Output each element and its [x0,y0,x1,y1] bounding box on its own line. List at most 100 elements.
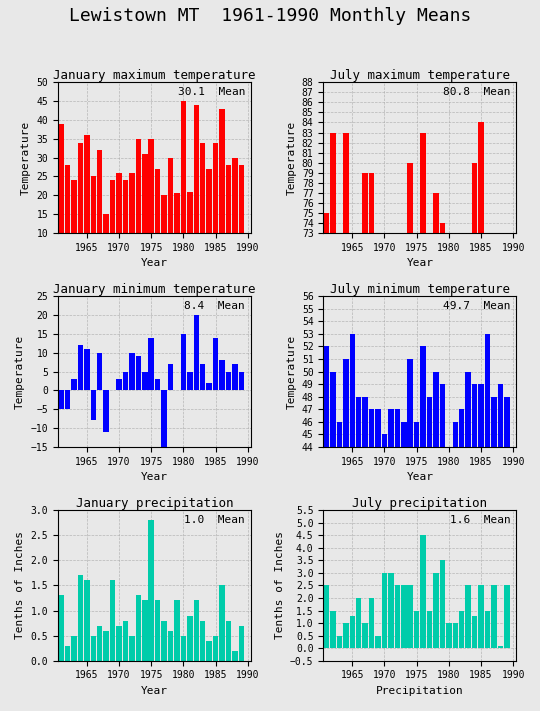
Bar [104,631,109,661]
Bar [459,611,464,648]
Bar [110,580,116,661]
Title: January maximum temperature: January maximum temperature [53,70,256,82]
Bar [116,173,122,271]
Bar [433,573,438,648]
Bar [219,109,225,271]
Bar [219,585,225,661]
Bar [356,397,361,711]
Bar [161,390,167,447]
Bar [97,353,103,390]
Bar [395,333,400,711]
Bar [420,535,426,648]
Bar [232,364,238,390]
Bar [420,132,426,711]
Bar [408,585,413,648]
Bar [440,223,445,711]
Bar [142,154,147,271]
Bar [136,595,141,661]
Text: 8.4  Mean: 8.4 Mean [185,301,245,311]
Bar [440,384,445,711]
Text: 80.8  Mean: 80.8 Mean [443,87,511,97]
Bar [382,363,387,711]
Bar [161,621,167,661]
Bar [213,636,218,661]
Bar [465,372,471,711]
Bar [337,636,342,648]
Bar [104,214,109,271]
Bar [168,158,173,271]
Bar [174,193,180,271]
X-axis label: Year: Year [141,686,168,696]
Title: July minimum temperature: July minimum temperature [330,283,510,296]
Bar [136,356,141,390]
Bar [206,169,212,271]
Bar [485,334,490,711]
Bar [349,324,355,711]
Bar [369,409,374,711]
X-axis label: Year: Year [407,472,434,482]
Bar [84,580,90,661]
Bar [414,363,420,711]
Bar [219,360,225,390]
Bar [168,631,173,661]
Bar [206,383,212,390]
Text: 1.0  Mean: 1.0 Mean [185,515,245,525]
Bar [155,601,160,661]
Bar [446,623,451,648]
Bar [408,163,413,711]
Bar [148,338,154,390]
Text: 1.6  Mean: 1.6 Mean [450,515,511,525]
Bar [343,359,349,711]
Bar [200,143,205,271]
Bar [446,447,451,711]
Bar [453,422,458,711]
Bar [375,409,381,711]
Bar [116,379,122,390]
Bar [65,646,70,661]
Bar [58,124,64,271]
Bar [427,611,432,648]
Bar [337,333,342,711]
Bar [485,303,490,711]
Bar [478,585,484,648]
X-axis label: Year: Year [407,258,434,268]
Bar [148,139,154,271]
Bar [142,372,147,390]
Bar [239,626,244,661]
Bar [485,611,490,648]
Bar [226,621,231,661]
Bar [187,191,193,271]
Bar [187,616,193,661]
Bar [504,397,510,711]
Bar [142,601,147,661]
Bar [478,122,484,711]
Y-axis label: Temperature: Temperature [286,120,296,195]
Bar [181,101,186,271]
Bar [181,334,186,390]
Bar [161,196,167,271]
Title: July maximum temperature: July maximum temperature [330,70,510,82]
Bar [343,623,349,648]
Bar [330,132,336,711]
Bar [206,641,212,661]
Bar [324,213,329,711]
Bar [213,338,218,390]
Bar [58,390,64,409]
Bar [369,598,374,648]
Bar [459,343,464,711]
Bar [395,585,400,648]
Bar [356,324,361,711]
Bar [91,636,96,661]
Bar [239,165,244,271]
Bar [71,636,77,661]
Bar [491,585,497,648]
Bar [401,585,407,648]
Bar [193,105,199,271]
Bar [155,379,160,390]
Bar [200,621,205,661]
Y-axis label: Tenths of Inches: Tenths of Inches [274,531,285,639]
Bar [78,143,83,271]
Bar [136,139,141,271]
Bar [123,180,128,271]
Bar [420,346,426,711]
